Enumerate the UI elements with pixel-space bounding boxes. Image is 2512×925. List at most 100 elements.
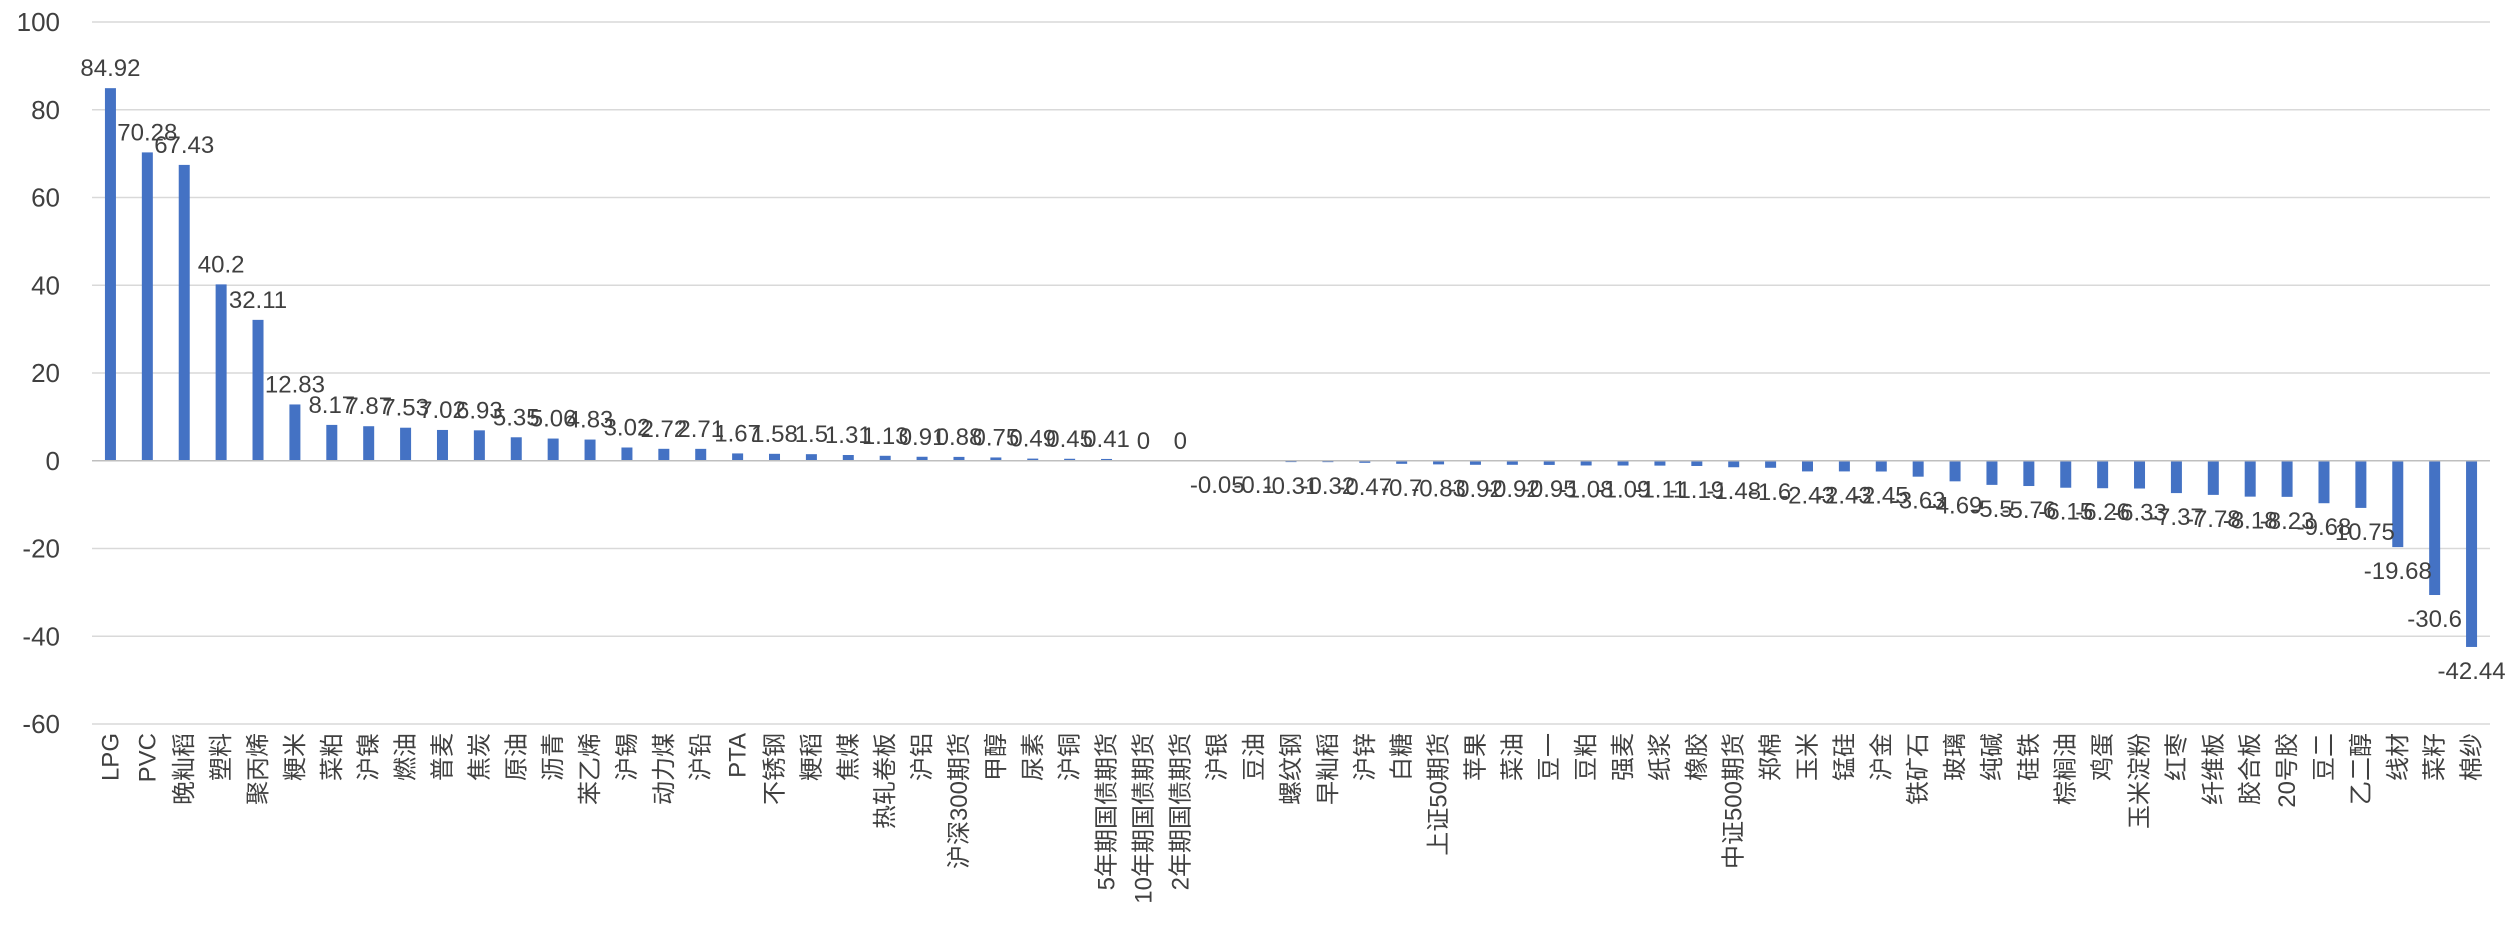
data-label: 7.87 [345, 393, 392, 420]
x-tick-label: 沥青 [540, 733, 567, 781]
data-label: -10.75 [2327, 519, 2395, 546]
data-label: 1.31 [825, 422, 872, 449]
bar [2392, 460, 2404, 548]
bar [2060, 460, 2072, 488]
x-tick-label: 沪锌 [1352, 733, 1379, 781]
data-label: 84.92 [80, 55, 140, 82]
data-label: -0.92 [1485, 476, 1540, 503]
x-tick-label: 不锈钢 [762, 733, 789, 805]
data-label: -6.33 [2112, 500, 2167, 527]
bar [2134, 460, 2146, 489]
x-tick-label: 粳稻 [798, 733, 825, 781]
x-tick-label: 燃油 [393, 733, 420, 781]
x-tick-label: 沪深300期货 [946, 733, 973, 869]
bar [326, 424, 338, 461]
bar [363, 426, 375, 461]
bar [658, 448, 670, 461]
bar [805, 454, 817, 461]
data-label: 8.17 [308, 392, 355, 419]
bar [1691, 460, 1703, 466]
x-tick-label: 硅铁 [2016, 733, 2043, 781]
data-label: -0.92 [1448, 476, 1503, 503]
data-label: 1.67 [714, 420, 761, 447]
bar [732, 453, 744, 461]
bar [1654, 460, 1666, 466]
data-label: -1.11 [1633, 477, 1686, 504]
bar [1064, 458, 1076, 461]
data-label: -1.6 [1750, 479, 1791, 506]
bar [1875, 460, 1887, 472]
bar [1838, 460, 1850, 472]
x-tick-label: 纤维板 [2200, 733, 2227, 805]
data-label: -0.95 [1522, 476, 1577, 503]
x-tick-label: 热轧卷板 [872, 733, 899, 829]
bar [2429, 460, 2441, 596]
x-tick-label: 强麦 [1610, 733, 1637, 781]
data-label: -8.18 [2223, 508, 2278, 535]
y-tick-label: -60 [22, 709, 60, 739]
bar [1801, 460, 1813, 472]
x-tick-label: 沪铝 [909, 733, 936, 781]
bar [1912, 460, 1924, 477]
x-tick-label: 沪镍 [356, 733, 383, 781]
x-tick-label: 豆二 [2311, 733, 2338, 781]
data-label: -42.44 [2438, 658, 2506, 685]
data-label: -7.37 [2149, 504, 2204, 531]
data-label: -4.69 [1928, 492, 1983, 519]
data-label: -0.7 [1381, 475, 1422, 502]
data-label: -0.47 [1337, 474, 1392, 501]
data-label: 70.28 [117, 119, 177, 146]
x-tick-label: 豆一 [1536, 733, 1563, 781]
bar [436, 429, 448, 461]
data-label: 0.41 [1083, 426, 1130, 453]
x-tick-label: 2年期国债期货 [1167, 733, 1194, 890]
x-tick-label: 豆油 [1241, 733, 1268, 781]
bar [547, 438, 559, 461]
bar [2355, 460, 2367, 508]
bar [1027, 458, 1039, 461]
bar [178, 164, 190, 461]
x-tick-label: 锰硅 [1831, 733, 1858, 781]
data-label: 0.75 [973, 424, 1020, 451]
data-label: 4.83 [567, 407, 614, 434]
bar [1359, 460, 1371, 463]
x-tick-label: 白糖 [1389, 733, 1416, 781]
bar [2207, 460, 2219, 495]
data-label: -2.43 [1780, 482, 1835, 509]
x-tick-label: 线材 [2385, 733, 2412, 781]
x-tick-label: 纯碱 [1979, 733, 2006, 781]
x-tick-label: 塑料 [208, 733, 235, 781]
data-label: 0.91 [899, 424, 946, 451]
bar [695, 448, 707, 461]
x-tick-label: 菜粕 [319, 733, 346, 781]
data-label: -30.6 [2407, 606, 2462, 633]
data-label: -2.45 [1854, 482, 1909, 509]
x-tick-label: 沪铜 [1057, 733, 1084, 781]
data-label: -1.48 [1706, 478, 1761, 505]
data-label: -8.23 [2260, 508, 2315, 535]
x-tick-label: 10年期国债期货 [1130, 733, 1157, 904]
bar [621, 447, 633, 461]
data-label: -5.5 [1971, 496, 2012, 523]
data-label: -1.08 [1559, 476, 1614, 503]
bar [1433, 460, 1445, 465]
bar [1617, 460, 1629, 466]
x-tick-label: 郑棉 [1758, 733, 1785, 781]
x-tick-label: 中证500期货 [1721, 733, 1748, 869]
data-label: 2.72 [640, 416, 687, 443]
data-label: -6.26 [2075, 499, 2130, 526]
data-label: 6.93 [456, 397, 503, 424]
x-tick-label: 玻璃 [1942, 733, 1969, 781]
x-axis-ticks: LPG PVC 晚籼稻 塑料 聚丙烯 粳米 菜粕 沪镍 燃油 普麦 焦炭 原油 沥青 苯乙烯 沪锡 动力煤 沪铅… [97, 733, 2485, 904]
bar [473, 430, 485, 461]
x-tick-label: 沪银 [1204, 733, 1231, 781]
data-label: -0.1 [1233, 472, 1274, 499]
x-tick-label: 棉纱 [2459, 733, 2486, 781]
x-tick-label: 纸浆 [1647, 733, 1674, 781]
data-label: -6.15 [2038, 499, 2093, 526]
x-tick-label: 红枣 [2163, 733, 2190, 781]
x-tick-label: 早籼稻 [1315, 733, 1342, 805]
x-tick-label: 上证50期货 [1426, 733, 1453, 856]
y-tick-label: 100 [17, 7, 60, 37]
data-label: 12.83 [265, 371, 325, 398]
